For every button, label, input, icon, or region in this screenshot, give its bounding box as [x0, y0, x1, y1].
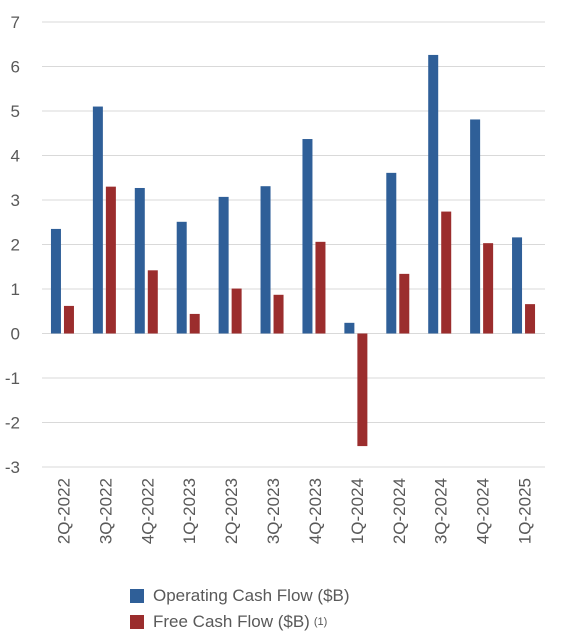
cash-flow-chart: 7 6 5 4 3 2 1 0 -1 -2 -3 2Q-2022 3Q-2022 4Q-2022 1Q-2…	[5, 13, 545, 544]
bar-operating-cash-flow	[302, 139, 313, 334]
bar-operating-cash-flow	[386, 172, 397, 334]
x-tick-label: 4Q-2024	[474, 478, 493, 544]
bar-free-cash-flow	[357, 333, 368, 447]
bar-operating-cash-flow	[218, 196, 229, 334]
bar-free-cash-flow	[63, 305, 74, 334]
bar-operating-cash-flow	[512, 237, 523, 334]
legend-swatch-free	[130, 615, 144, 629]
x-tick-label: 4Q-2022	[138, 478, 157, 544]
bar-operating-cash-flow	[428, 54, 439, 334]
bar-operating-cash-flow	[260, 186, 271, 334]
y-tick-label: -3	[5, 458, 20, 477]
legend: Operating Cash Flow ($B) Free Cash Flow …	[130, 583, 350, 635]
bar-free-cash-flow	[105, 186, 116, 334]
bar-free-cash-flow	[189, 313, 200, 334]
legend-item-operating: Operating Cash Flow ($B)	[130, 583, 350, 609]
x-tick-label: 3Q-2022	[96, 478, 115, 544]
y-tick-label: 7	[11, 13, 20, 32]
bar-free-cash-flow	[231, 288, 242, 334]
legend-label-free: Free Cash Flow ($B)	[153, 612, 310, 631]
bar-free-cash-flow	[273, 294, 284, 334]
x-tick-label: 2Q-2022	[54, 478, 73, 544]
legend-footnote: (1)	[313, 616, 328, 628]
y-tick-label: 0	[11, 325, 20, 344]
y-tick-label: -2	[5, 414, 20, 433]
x-tick-label: 3Q-2024	[432, 478, 451, 544]
y-tick-label: 3	[11, 191, 20, 210]
x-tick-label: 4Q-2023	[306, 478, 325, 544]
y-tick-label: -1	[5, 369, 20, 388]
x-tick-label: 2Q-2024	[390, 478, 409, 544]
y-tick-label: 6	[11, 58, 20, 77]
legend-label-operating: Operating Cash Flow ($B)	[153, 586, 350, 605]
legend-item-free: Free Cash Flow ($B) (1)	[130, 609, 350, 635]
bar-free-cash-flow	[399, 273, 410, 334]
bar-operating-cash-flow	[176, 221, 187, 334]
y-tick-label: 5	[11, 102, 20, 121]
y-tick-label: 1	[11, 280, 20, 299]
bar-operating-cash-flow	[470, 119, 481, 334]
bars	[50, 54, 536, 447]
bar-free-cash-flow	[483, 243, 494, 334]
legend-swatch-operating	[130, 589, 144, 603]
x-tick-label: 1Q-2025	[516, 478, 535, 544]
x-tick-label: 1Q-2023	[180, 478, 199, 544]
y-tick-label: 2	[11, 236, 20, 255]
x-tick-label: 2Q-2023	[222, 478, 241, 544]
bar-free-cash-flow	[441, 211, 452, 334]
gridlines	[42, 21, 545, 468]
bar-operating-cash-flow	[92, 106, 103, 334]
x-tick-label: 3Q-2023	[264, 478, 283, 544]
y-axis-ticks: 7 6 5 4 3 2 1 0 -1 -2 -3	[5, 13, 20, 477]
bar-operating-cash-flow	[50, 228, 61, 334]
bar-free-cash-flow	[525, 304, 536, 334]
bar-free-cash-flow	[147, 270, 158, 334]
bar-free-cash-flow	[315, 241, 326, 334]
x-tick-label: 1Q-2024	[348, 478, 367, 544]
y-tick-label: 4	[11, 147, 20, 166]
bar-operating-cash-flow	[134, 187, 145, 334]
bar-operating-cash-flow	[344, 322, 355, 334]
x-axis-ticks: 2Q-2022 3Q-2022 4Q-2022 1Q-2023 2Q-2023 3Q-20…	[54, 478, 534, 544]
